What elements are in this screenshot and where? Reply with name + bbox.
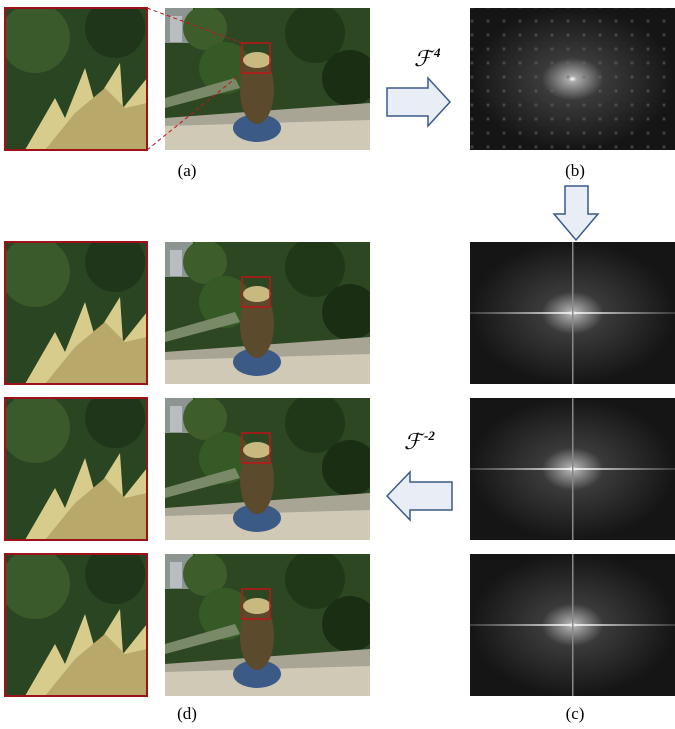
transform-exponent: -2 — [424, 428, 435, 443]
photo — [165, 237, 378, 384]
photo — [165, 393, 378, 540]
zoom-crop — [0, 232, 147, 384]
transform-symbol: ℱ — [414, 47, 435, 72]
spectrum — [470, 398, 675, 540]
figure: ℱ 4 (a) (b) ℱ -2 (d) (c) — [0, 0, 675, 729]
photo — [165, 549, 378, 696]
spectrum — [470, 554, 675, 696]
arrow-left — [387, 472, 452, 520]
transform-exponent: 4 — [433, 45, 441, 60]
arrow-right — [387, 78, 450, 126]
page: ℱ 4 (a) (b) ℱ -2 (d) (c) (() => { const … — [0, 0, 675, 729]
photo — [165, 3, 378, 150]
spectrum-peaks — [470, 8, 675, 150]
zoom-crop — [0, 0, 147, 150]
panel-label: (d) — [177, 704, 197, 723]
zoom-crop — [0, 544, 147, 696]
panel-label: (c) — [566, 704, 585, 723]
transform-symbol: ℱ — [404, 430, 425, 455]
arrow-down — [554, 186, 598, 240]
zoom-crop — [0, 388, 147, 540]
panel-label: (a) — [178, 161, 197, 180]
panel-label: (b) — [565, 161, 585, 180]
spectrum — [470, 242, 675, 384]
